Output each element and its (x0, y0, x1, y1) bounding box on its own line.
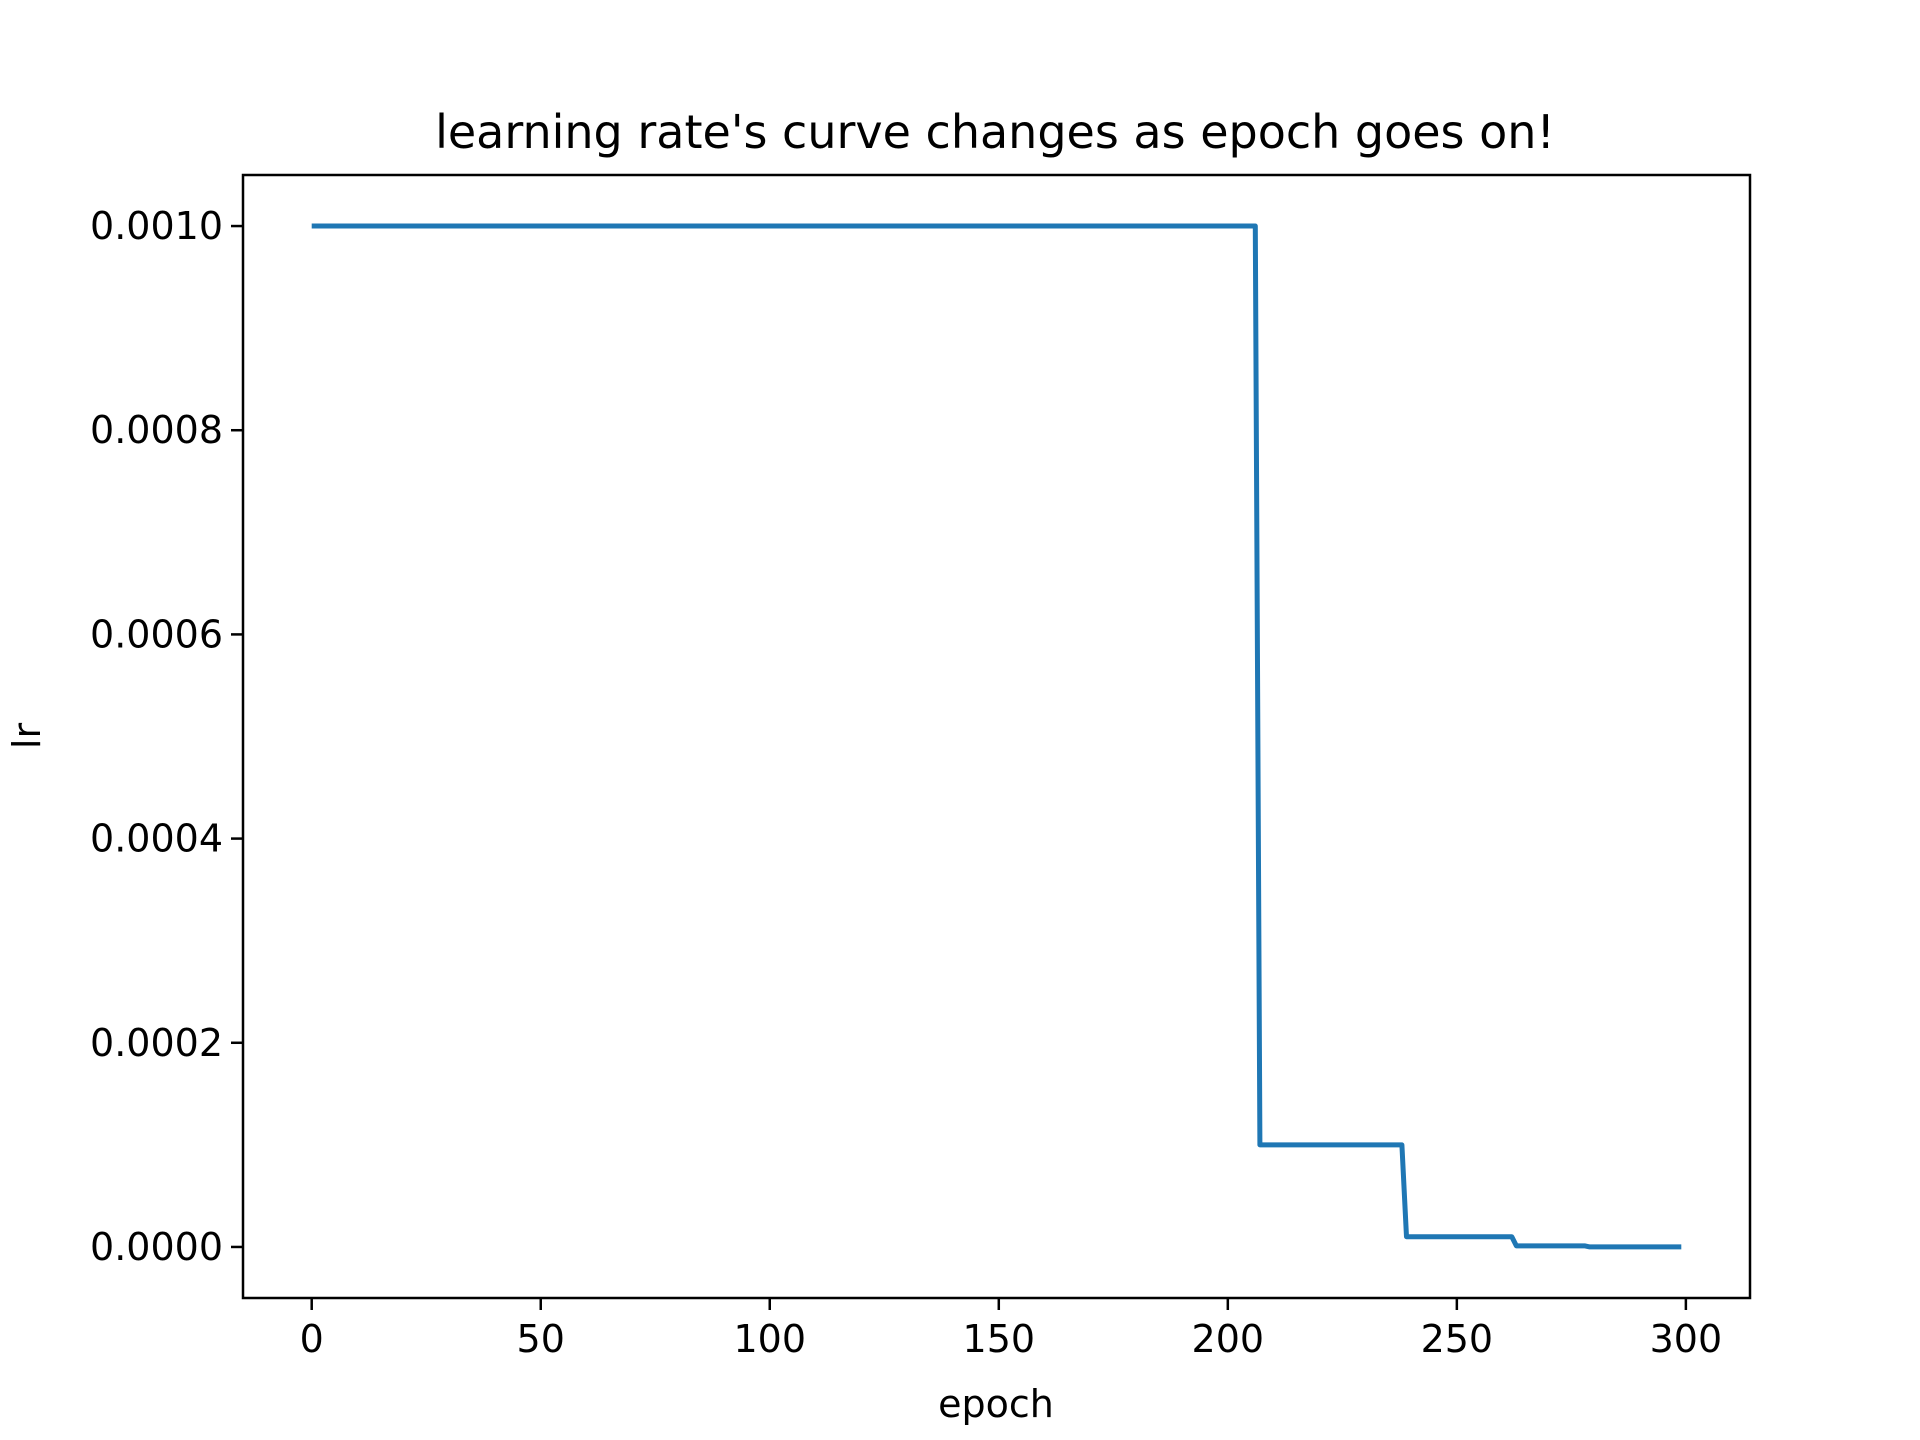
y-axis-label: lr (5, 723, 49, 750)
x-tick-label: 0 (300, 1317, 324, 1361)
lr-series-line (311, 223, 1682, 1250)
y-tick-label: 0.0004 (90, 817, 223, 861)
chart-title: learning rate's curve changes as epoch g… (435, 105, 1555, 159)
plot-area-frame (241, 173, 1752, 1300)
y-tick-label: 0.0008 (90, 408, 223, 452)
series-layer (311, 223, 1682, 1250)
y-axis-ticks: 0.0000 0.0002 0.0004 0.0006 0.0008 0.0010 (90, 204, 243, 1269)
y-tick-label: 0.0010 (90, 204, 223, 248)
x-tick-label: 100 (733, 1317, 806, 1361)
y-tick-label: 0.0006 (90, 612, 223, 656)
x-tick-label: 250 (1421, 1317, 1494, 1361)
x-axis-ticks: 0 50 100 150 200 250 300 (300, 1298, 1723, 1361)
x-tick-label: 50 (517, 1317, 565, 1361)
x-tick-label: 150 (963, 1317, 1036, 1361)
y-tick-label: 0.0002 (90, 1021, 223, 1065)
y-tick-label: 0.0000 (90, 1225, 223, 1269)
x-axis-label: epoch (938, 1382, 1054, 1426)
x-tick-label: 200 (1192, 1317, 1265, 1361)
x-tick-label: 300 (1650, 1317, 1723, 1361)
